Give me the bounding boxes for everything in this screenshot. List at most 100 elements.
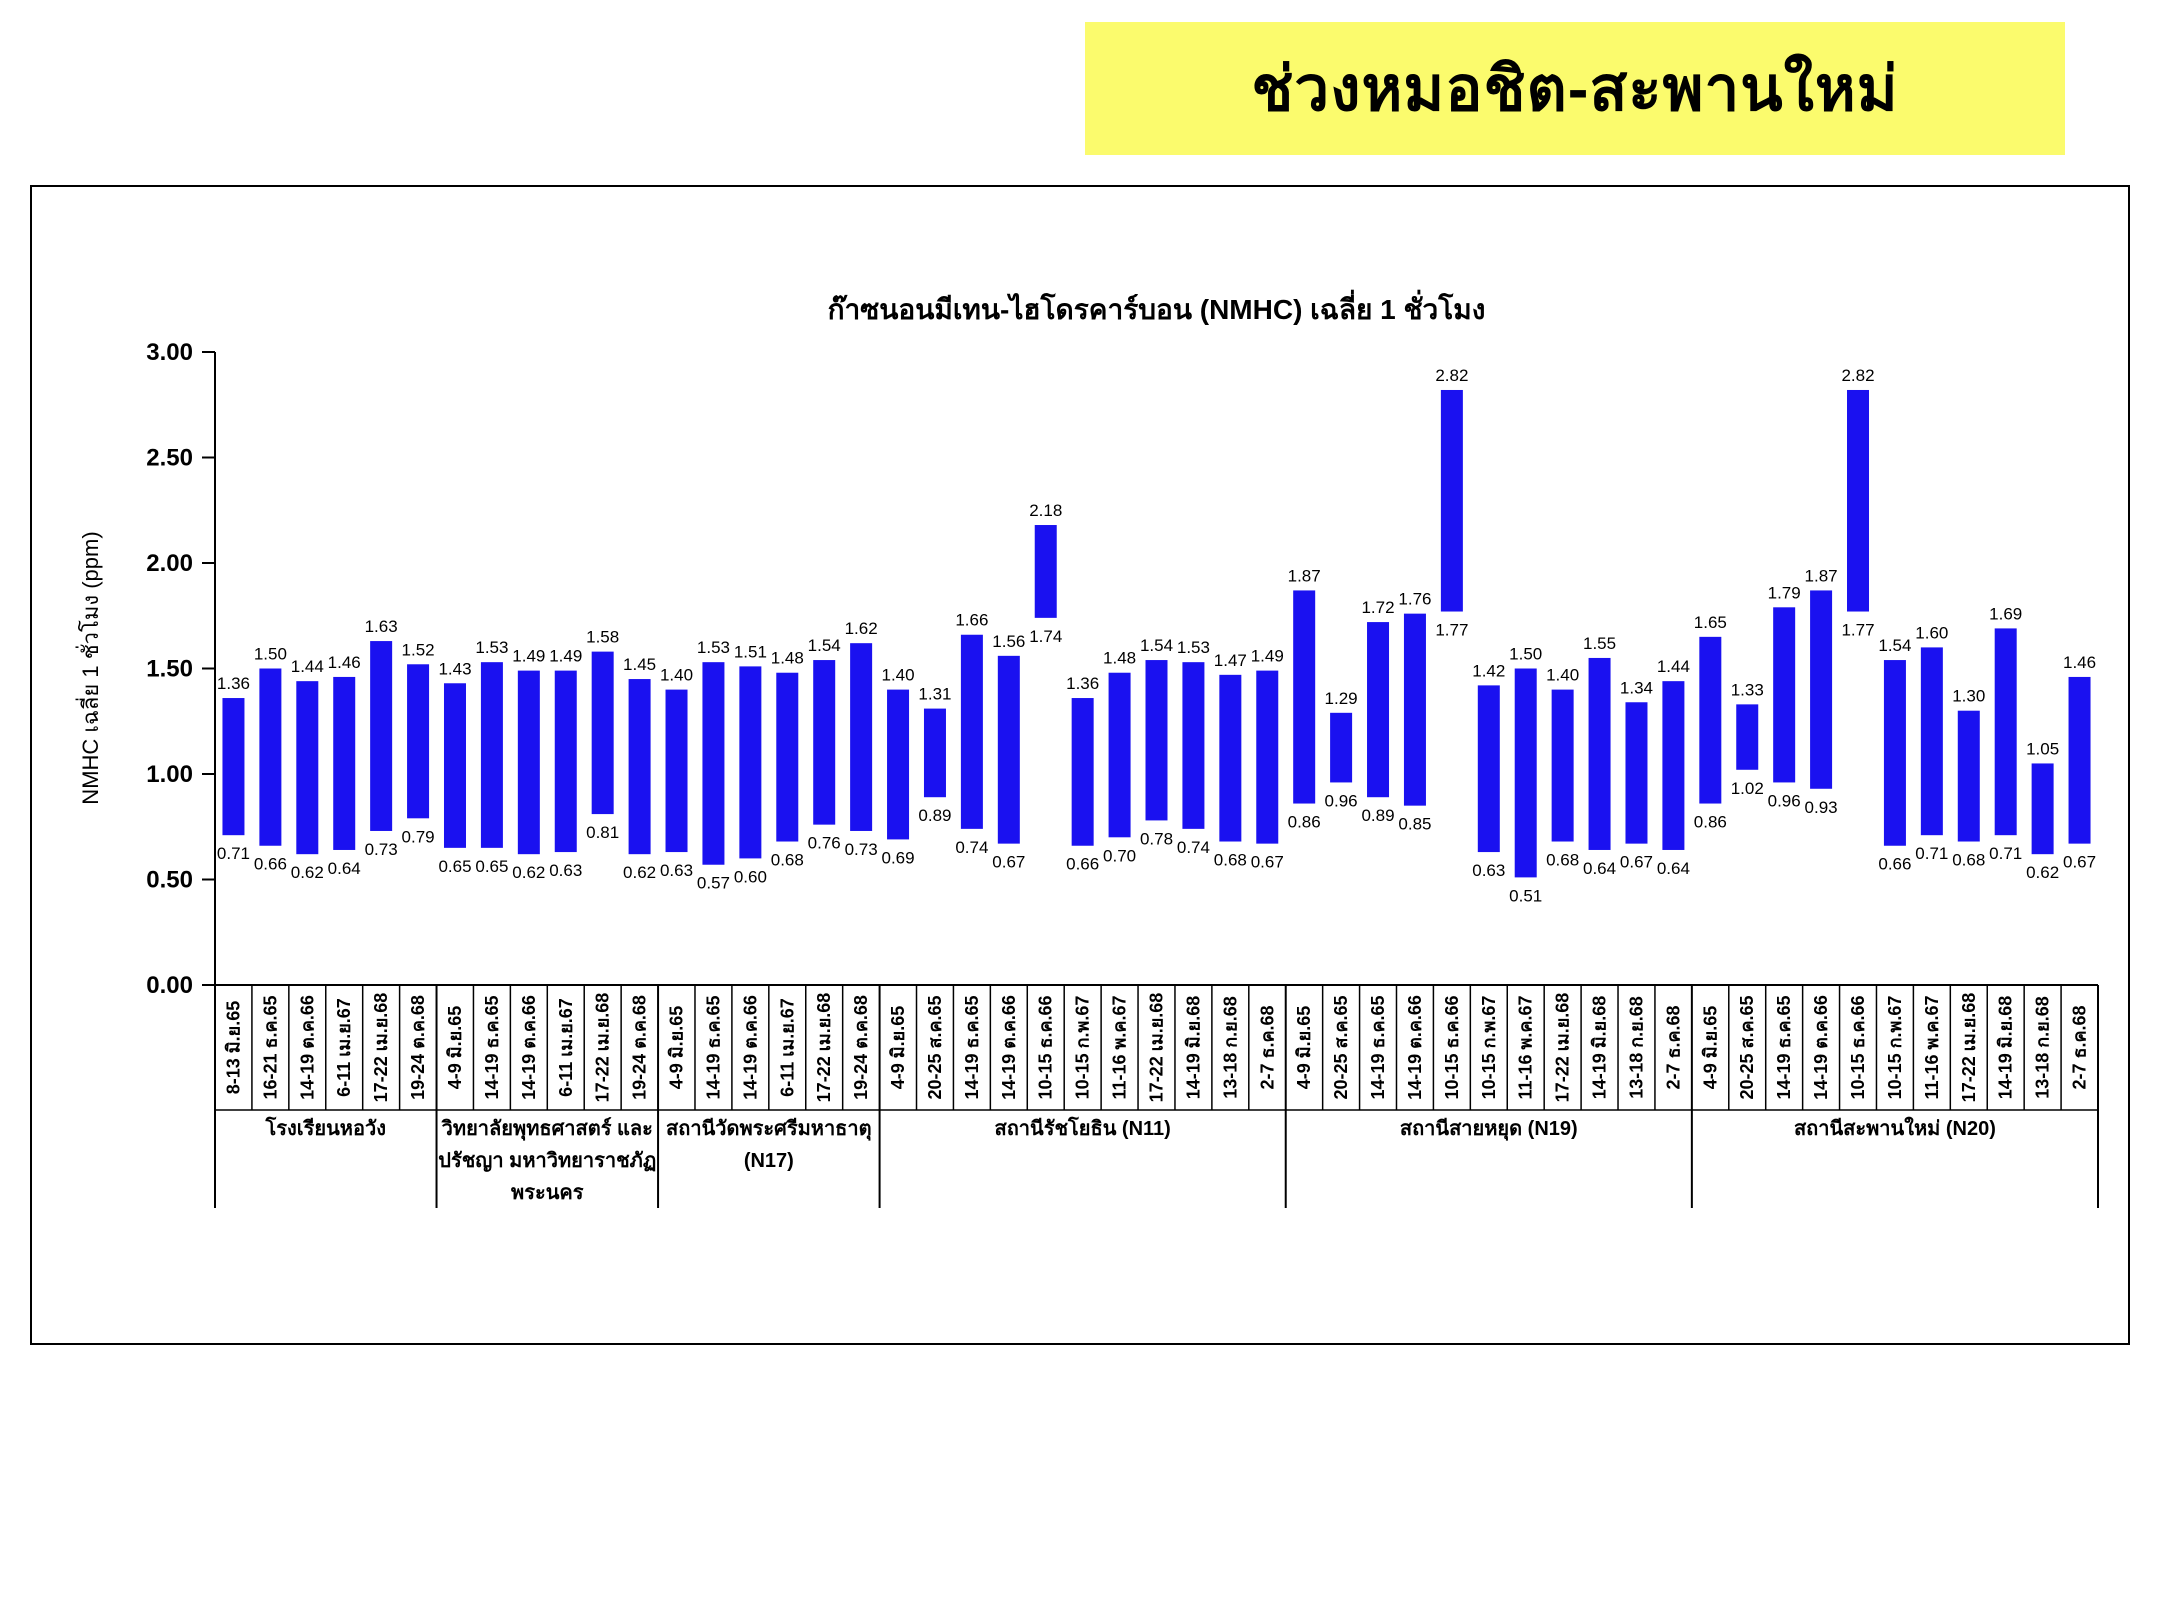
bar-max-label: 1.63 (365, 617, 398, 636)
x-date-label: 10-15 ก.พ.67 (1479, 996, 1499, 1100)
range-bar (554, 670, 577, 853)
x-date-label: 6-11 เม.ย.67 (556, 998, 576, 1097)
bar-max-label: 1.62 (845, 619, 878, 638)
x-date-label: 16-21 ธ.ค.65 (260, 995, 280, 1099)
range-bar (1588, 657, 1611, 850)
bar-min-label: 0.71 (1915, 844, 1948, 863)
bar-min-label: 1.02 (1731, 779, 1764, 798)
y-tick-label: 1.00 (146, 761, 193, 788)
bar-max-label: 1.51 (734, 642, 767, 661)
bar-min-label: 0.60 (734, 867, 767, 886)
bar-min-label: 0.66 (1066, 855, 1099, 874)
bar-max-label: 1.34 (1620, 678, 1653, 697)
range-bar (517, 670, 540, 855)
bar-min-label: 0.66 (1878, 855, 1911, 874)
bar-max-label: 1.05 (2026, 739, 2059, 758)
range-bar (1071, 698, 1094, 846)
range-bar (259, 668, 282, 846)
range-bar (1367, 622, 1390, 798)
bar-min-label: 0.64 (328, 859, 361, 878)
bar-max-label: 1.53 (697, 638, 730, 657)
x-date-label: 2-7 ธ.ค.68 (1257, 1005, 1277, 1089)
bar-max-label: 1.40 (1546, 666, 1579, 685)
bar-min-label: 0.65 (438, 857, 471, 876)
x-date-label: 14-19 มิ.ย.68 (1590, 996, 1610, 1099)
station-group-label: สถานีสะพานใหม่ (N20) (1794, 1116, 1996, 1140)
bar-max-label: 1.45 (623, 655, 656, 674)
bar-max-label: 1.60 (1915, 623, 1948, 642)
bar-max-label: 1.33 (1731, 680, 1764, 699)
bar-max-label: 1.50 (254, 645, 287, 664)
x-date-label: 14-19 ต.ค.66 (740, 995, 760, 1100)
x-date-label: 4-9 มิ.ย.65 (888, 1006, 908, 1089)
range-bar (370, 641, 393, 831)
x-date-label: 10-15 ก.พ.67 (1885, 996, 1905, 1100)
bar-max-label: 1.53 (475, 638, 508, 657)
x-date-label: 2-7 ธ.ค.68 (2070, 1005, 2090, 1089)
bar-min-label: 1.77 (1841, 621, 1874, 640)
range-bar (1551, 689, 1574, 842)
range-bar (1514, 668, 1537, 878)
bar-min-label: 0.96 (1325, 791, 1358, 810)
x-date-label: 10-15 ธ.ค.66 (1036, 995, 1056, 1099)
x-date-label: 17-22 เม.ย.68 (1147, 993, 1167, 1103)
x-date-label: 4-9 มิ.ย.65 (667, 1006, 687, 1089)
x-date-label: 10-15 ธ.ค.66 (1848, 995, 1868, 1099)
bar-min-label: 0.51 (1509, 886, 1542, 905)
x-date-label: 13-18 ก.ย.68 (1626, 996, 1646, 1099)
x-date-label: 11-16 พ.ค.67 (1516, 996, 1536, 1100)
x-date-label: 14-19 ต.ค.66 (1811, 995, 1831, 1100)
range-bar (1662, 681, 1685, 850)
bar-min-label: 0.66 (254, 855, 287, 874)
chart-title: ก๊าซนอนมีเทน-ไฮโดรคาร์บอน (NMHC) เฉลี่ย … (827, 294, 1486, 325)
x-date-label: 8-13 มิ.ย.65 (223, 1001, 243, 1094)
bar-min-label: 0.62 (512, 863, 545, 882)
bar-max-label: 1.72 (1361, 598, 1394, 617)
x-date-label: 4-9 มิ.ย.65 (1700, 1006, 1720, 1089)
x-date-label: 17-22 เม.ย.68 (1553, 993, 1573, 1103)
station-group-label: ปรัชญา มหาวิทยาราชภัฏ (438, 1150, 656, 1172)
x-date-label: 14-19 มิ.ย.68 (1996, 996, 2016, 1099)
x-date-label: 20-25 ส.ค.65 (925, 995, 945, 1099)
bar-max-label: 1.36 (1066, 674, 1099, 693)
range-bar (1847, 389, 1870, 612)
range-bar (407, 664, 430, 819)
bar-min-label: 0.79 (402, 827, 435, 846)
bar-min-label: 0.89 (1361, 806, 1394, 825)
bar-max-label: 1.49 (512, 647, 545, 666)
bar-min-label: 0.68 (1952, 851, 1985, 870)
x-date-label: 14-19 ธ.ค.65 (1774, 995, 1794, 1099)
bar-min-label: 1.74 (1029, 627, 1062, 646)
range-bar (813, 660, 836, 825)
bar-max-label: 1.69 (1989, 604, 2022, 623)
range-bar (997, 655, 1020, 844)
bar-max-label: 1.79 (1768, 583, 1801, 602)
bar-max-label: 1.31 (918, 685, 951, 704)
x-date-label: 19-24 ต.ค.68 (851, 995, 871, 1100)
y-tick-label: 0.00 (146, 972, 193, 999)
y-tick-label: 2.00 (146, 550, 193, 577)
x-date-label: 14-19 ต.ค.66 (1405, 995, 1425, 1100)
bar-max-label: 1.44 (1657, 657, 1690, 676)
bar-max-label: 1.53 (1177, 638, 1210, 657)
bar-max-label: 1.50 (1509, 645, 1542, 664)
x-date-label: 11-16 พ.ค.67 (1110, 996, 1130, 1100)
bar-max-label: 1.49 (549, 647, 582, 666)
range-bar (1957, 710, 1980, 842)
bar-max-label: 1.87 (1805, 566, 1838, 585)
bar-max-label: 1.48 (771, 649, 804, 668)
range-bar (628, 679, 651, 855)
bar-max-label: 1.40 (660, 666, 693, 685)
bar-min-label: 0.73 (365, 840, 398, 859)
range-bar (296, 681, 319, 855)
bar-max-label: 1.36 (217, 674, 250, 693)
station-group-label: วิทยาลัยพุทธศาสตร์ และ (441, 1117, 653, 1141)
bar-max-label: 1.58 (586, 628, 619, 647)
x-date-label: 14-19 มิ.ย.68 (1183, 996, 1203, 1099)
x-date-label: 6-11 เม.ย.67 (777, 998, 797, 1097)
x-date-label: 14-19 ต.ค.66 (297, 995, 317, 1100)
bar-min-label: 0.89 (918, 806, 951, 825)
range-bar (1773, 607, 1796, 783)
y-tick-label: 3.00 (146, 339, 193, 366)
x-date-label: 19-24 ต.ค.68 (630, 995, 650, 1100)
